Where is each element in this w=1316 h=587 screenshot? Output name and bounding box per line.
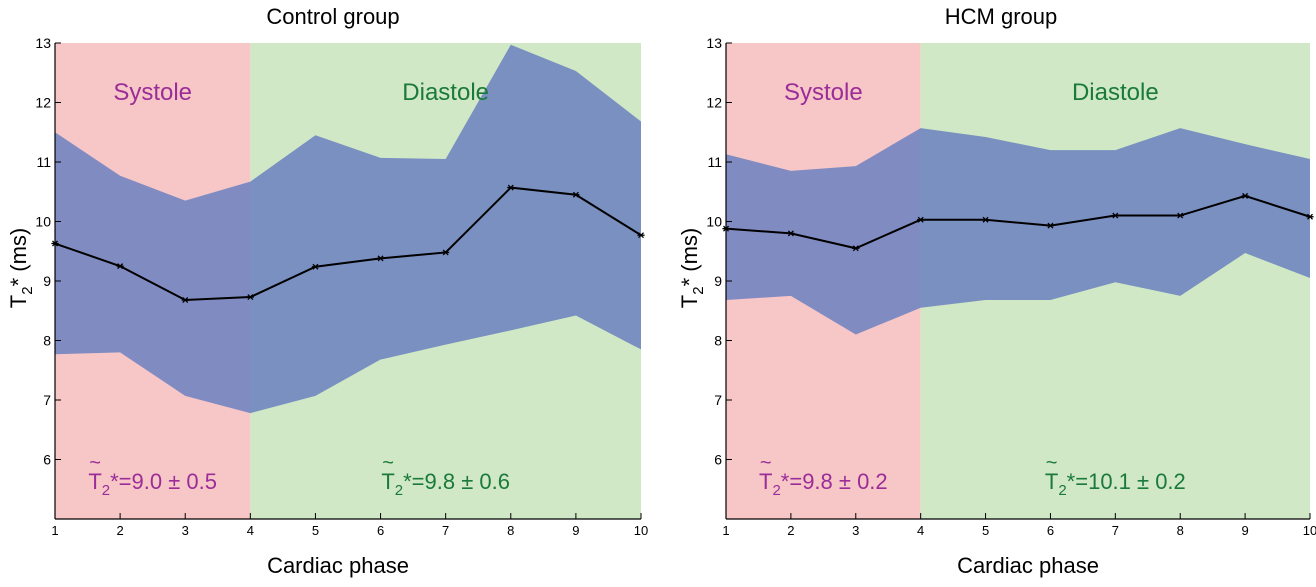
region-label-diastole: Diastole [1072, 79, 1159, 106]
mean-line [54, 186, 642, 302]
x-tick-label: 7 [1112, 523, 1119, 538]
y-tick-label: 12 [706, 95, 722, 111]
tilde-mark: ~ [89, 452, 101, 474]
data-point [637, 232, 645, 239]
x-tick-label: 4 [247, 523, 254, 538]
x-tick-label: 1 [722, 523, 729, 538]
y-tick-label: 9 [43, 273, 51, 289]
y-tick-label: 10 [35, 214, 51, 230]
sd-band [726, 128, 1310, 335]
data-point [1176, 212, 1184, 219]
region-label-systole: Systole [784, 79, 863, 106]
region-label-systole: Systole [113, 79, 192, 106]
tilde-mark: ~ [382, 452, 394, 474]
data-point [852, 245, 860, 252]
chart-title: Control group [266, 4, 399, 29]
x-tick-label: 2 [116, 523, 123, 538]
y-tick-label: 7 [714, 392, 722, 408]
data-point [246, 294, 254, 301]
y-axis-label: T2* (ms) [6, 228, 36, 308]
mean-line [725, 194, 1311, 250]
x-tick-label: 3 [182, 523, 189, 538]
x-tick-label: 4 [917, 523, 924, 538]
data-point [376, 255, 385, 262]
data-point [1111, 212, 1119, 219]
chart-title: HCM group [945, 4, 1057, 29]
x-tick-label: 2 [787, 523, 794, 538]
sd-band [55, 44, 641, 414]
y-tick-label: 7 [43, 392, 51, 408]
y-tick-label: 10 [706, 214, 722, 230]
x-tick-label: 6 [1047, 523, 1054, 538]
data-point [787, 230, 795, 237]
x-tick-label: 10 [634, 523, 648, 538]
x-tick-label: 7 [442, 523, 449, 538]
median-annotation: T2*=9.8 ± 0.2 [759, 469, 888, 499]
x-tick-label: 8 [507, 523, 514, 538]
x-tick-label: 8 [1177, 523, 1184, 538]
region-label-diastole: Diastole [402, 79, 489, 106]
x-tick-label: 3 [852, 523, 859, 538]
tilde-mark: ~ [760, 452, 772, 474]
data-point [572, 191, 580, 198]
x-tick-label: 10 [1303, 523, 1316, 538]
y-tick-label: 13 [706, 35, 722, 51]
data-point [981, 216, 990, 223]
y-tick-label: 9 [714, 273, 722, 289]
data-point [442, 249, 450, 256]
y-tick-label: 6 [714, 452, 722, 468]
y-tick-label: 6 [43, 452, 51, 468]
y-tick-label: 11 [36, 154, 51, 170]
data-point [311, 263, 320, 270]
x-tick-label: 9 [1241, 523, 1248, 538]
x-tick-label: 9 [572, 523, 579, 538]
y-tick-label: 8 [714, 333, 722, 349]
y-axis-label: T2* (ms) [677, 228, 707, 308]
tilde-mark: ~ [1046, 452, 1058, 474]
x-tick-label: 5 [312, 523, 319, 538]
y-tick-label: 8 [43, 333, 51, 349]
median-annotation: T2*=9.0 ± 0.5 [88, 469, 217, 499]
data-point [1306, 213, 1314, 220]
data-point [181, 297, 189, 304]
y-tick-label: 11 [707, 154, 722, 170]
median-annotation: T2*=10.1 ± 0.2 [1045, 469, 1186, 499]
x-tick-label: 1 [51, 523, 58, 538]
x-axis-label: Cardiac phase [957, 553, 1099, 578]
data-point [1046, 222, 1055, 229]
data-point [507, 184, 515, 191]
x-axis-label: Cardiac phase [267, 553, 409, 578]
x-tick-label: 5 [982, 523, 989, 538]
y-tick-label: 13 [35, 35, 51, 51]
data-point [1241, 192, 1249, 199]
y-tick-label: 12 [35, 95, 51, 111]
median-annotation: T2*=9.8 ± 0.6 [381, 469, 510, 499]
data-point [917, 216, 925, 223]
data-point [116, 263, 124, 270]
x-tick-label: 6 [377, 523, 384, 538]
